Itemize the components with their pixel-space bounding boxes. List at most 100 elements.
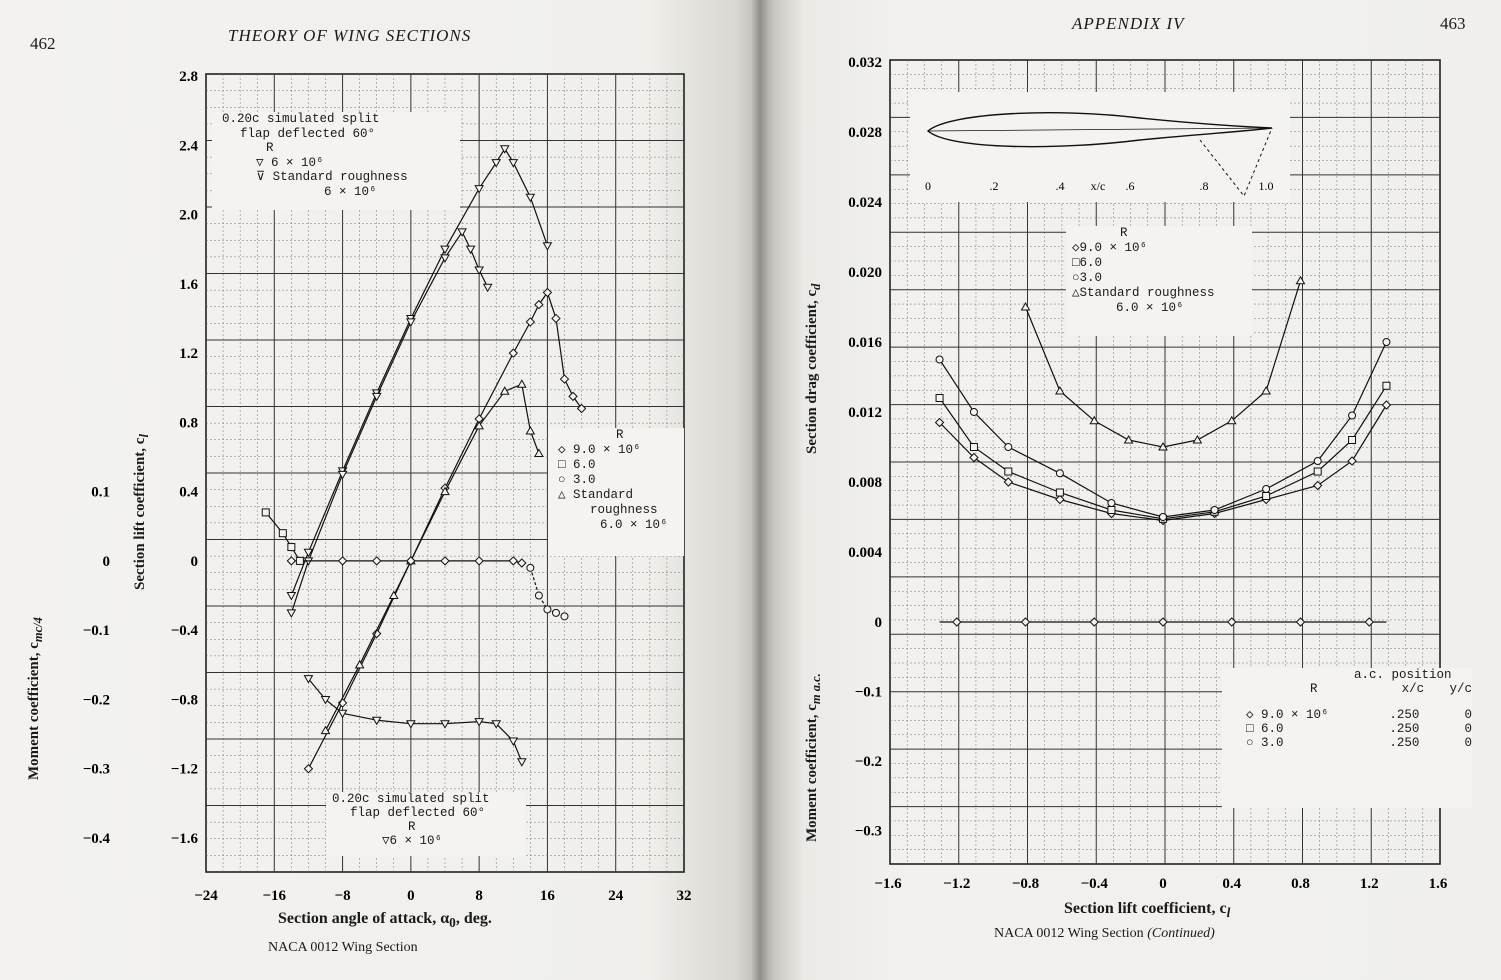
data-point	[337, 556, 348, 566]
y-tick-label: 0	[191, 554, 199, 570]
lift-curve	[324, 383, 540, 731]
data-point	[576, 403, 587, 414]
drag-curve	[939, 385, 1387, 520]
data-point	[952, 617, 962, 627]
y-tick-label: 2.0	[179, 208, 198, 224]
data-point	[388, 590, 399, 600]
lift-curve	[290, 230, 489, 614]
x-tick-label: −8	[335, 888, 351, 904]
x-tick-label: 8	[475, 888, 483, 904]
data-point	[372, 556, 382, 566]
x-tick-label: −1.6	[874, 876, 902, 892]
data-point	[303, 675, 314, 684]
data-point	[1295, 617, 1306, 627]
data-point	[440, 254, 450, 263]
data-point	[1364, 617, 1374, 627]
legend-flap-bottom: 0.20c simulated split flap deflected 60°…	[326, 792, 526, 856]
data-point	[287, 543, 296, 552]
data-point	[1313, 457, 1322, 465]
lift-curve	[307, 291, 583, 769]
x-tick-label: 0	[1159, 876, 1167, 892]
data-point	[261, 508, 270, 517]
data-point	[371, 392, 382, 402]
data-point	[1226, 415, 1237, 425]
data-point	[1055, 494, 1065, 505]
data-point	[969, 408, 978, 416]
data-point	[465, 245, 476, 255]
data-point	[499, 386, 510, 395]
y2-tick-label: −0.4	[83, 831, 111, 847]
moment-axis-label-right: Moment coefficient, cm a.c.	[804, 673, 823, 842]
data-point	[1089, 415, 1100, 425]
data-point	[440, 245, 450, 255]
y-tick-label: 0	[875, 615, 883, 631]
moment-curve-pre	[265, 512, 301, 562]
data-point	[526, 563, 535, 572]
x-tick-label: 0.8	[1291, 876, 1310, 892]
data-point	[1312, 480, 1323, 491]
data-point	[337, 709, 348, 719]
moment-curve	[291, 560, 522, 564]
data-point	[1158, 441, 1168, 451]
data-point	[1210, 506, 1219, 514]
x-tick-label: 24	[608, 888, 624, 904]
data-point	[542, 287, 553, 298]
legend-moment: a.c. position R x/c y/c ◇ 9.0 × 10⁶ .250…	[1222, 668, 1472, 808]
data-point	[286, 592, 297, 601]
y-tick-label: −0.8	[171, 692, 198, 708]
airfoil-tick-label: 1.0	[1259, 179, 1274, 193]
lift-curve	[290, 147, 548, 596]
data-point	[508, 737, 519, 747]
data-point	[499, 145, 510, 154]
data-point	[278, 529, 287, 538]
data-point	[482, 283, 493, 293]
y2-tick-label: −0.3	[83, 762, 110, 778]
data-point	[457, 228, 467, 237]
y-tick-label: 0.016	[848, 335, 882, 351]
data-point	[935, 355, 944, 364]
data-point	[474, 420, 485, 430]
data-point	[1055, 469, 1064, 478]
data-point	[517, 558, 527, 568]
data-point	[491, 720, 502, 729]
y-tick-label: 0.028	[848, 125, 882, 141]
data-point	[474, 266, 485, 275]
data-point	[551, 313, 561, 324]
data-point	[405, 720, 416, 729]
data-point	[508, 159, 519, 168]
x-tick-label: −16	[263, 888, 287, 904]
y-tick-label: 0.012	[848, 405, 882, 421]
right-running-head: APPENDIX IV	[1072, 14, 1185, 33]
y-tick-label: 2.8	[179, 69, 198, 85]
y-tick-label: 1.6	[179, 277, 198, 293]
data-point	[320, 725, 331, 735]
data-point	[295, 556, 304, 565]
data-point	[303, 548, 314, 558]
data-point	[551, 608, 560, 617]
data-point	[406, 556, 416, 566]
data-point	[560, 612, 569, 621]
data-point	[1089, 617, 1099, 627]
data-point	[969, 452, 979, 463]
data-point	[354, 659, 365, 669]
y-tick-label: 0.024	[848, 195, 882, 211]
data-point	[337, 470, 348, 480]
data-point	[1107, 506, 1116, 514]
y2-tick-label: −0.2	[855, 754, 882, 770]
airfoil-chord	[927, 127, 1273, 132]
data-point	[1107, 499, 1116, 507]
airfoil-tick-label: .4	[1056, 179, 1065, 193]
y2-tick-label: −0.3	[855, 824, 882, 840]
x-tick-label: 32	[677, 888, 692, 904]
left-page-number: 462	[30, 34, 56, 53]
y2-tick-label: −0.1	[83, 623, 110, 639]
left-lift-moment-chart: −24 −16 −8 0 8 16 24 32 −1.6 −1.2 −0.8 −0.4 0 0.4 0.8 1…	[83, 69, 692, 904]
data-point	[440, 556, 450, 566]
data-point	[1158, 617, 1168, 627]
y2-tick-label: 0	[103, 554, 111, 570]
x-tick-label: 16	[540, 888, 556, 904]
data-point	[440, 486, 450, 496]
airfoil-tick-label: .6	[1126, 179, 1135, 193]
data-point	[286, 609, 297, 618]
